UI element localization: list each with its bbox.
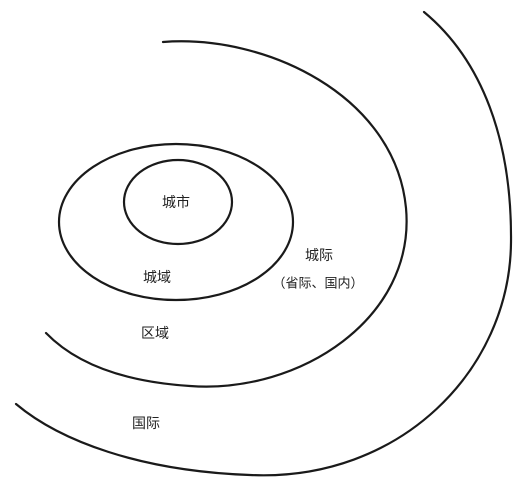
label-region: 区域 — [141, 326, 169, 342]
city-ring — [122, 158, 234, 246]
label-intercity-note: （省际、国内） — [272, 276, 363, 292]
label-city: 城市 — [162, 194, 190, 211]
label-intercity: 城际 — [305, 248, 333, 264]
label-international: 国际 — [132, 416, 160, 432]
region-arc — [44, 40, 408, 388]
international-arc — [14, 10, 513, 477]
label-metro: 城域 — [143, 270, 171, 286]
metro-ring — [57, 142, 295, 302]
